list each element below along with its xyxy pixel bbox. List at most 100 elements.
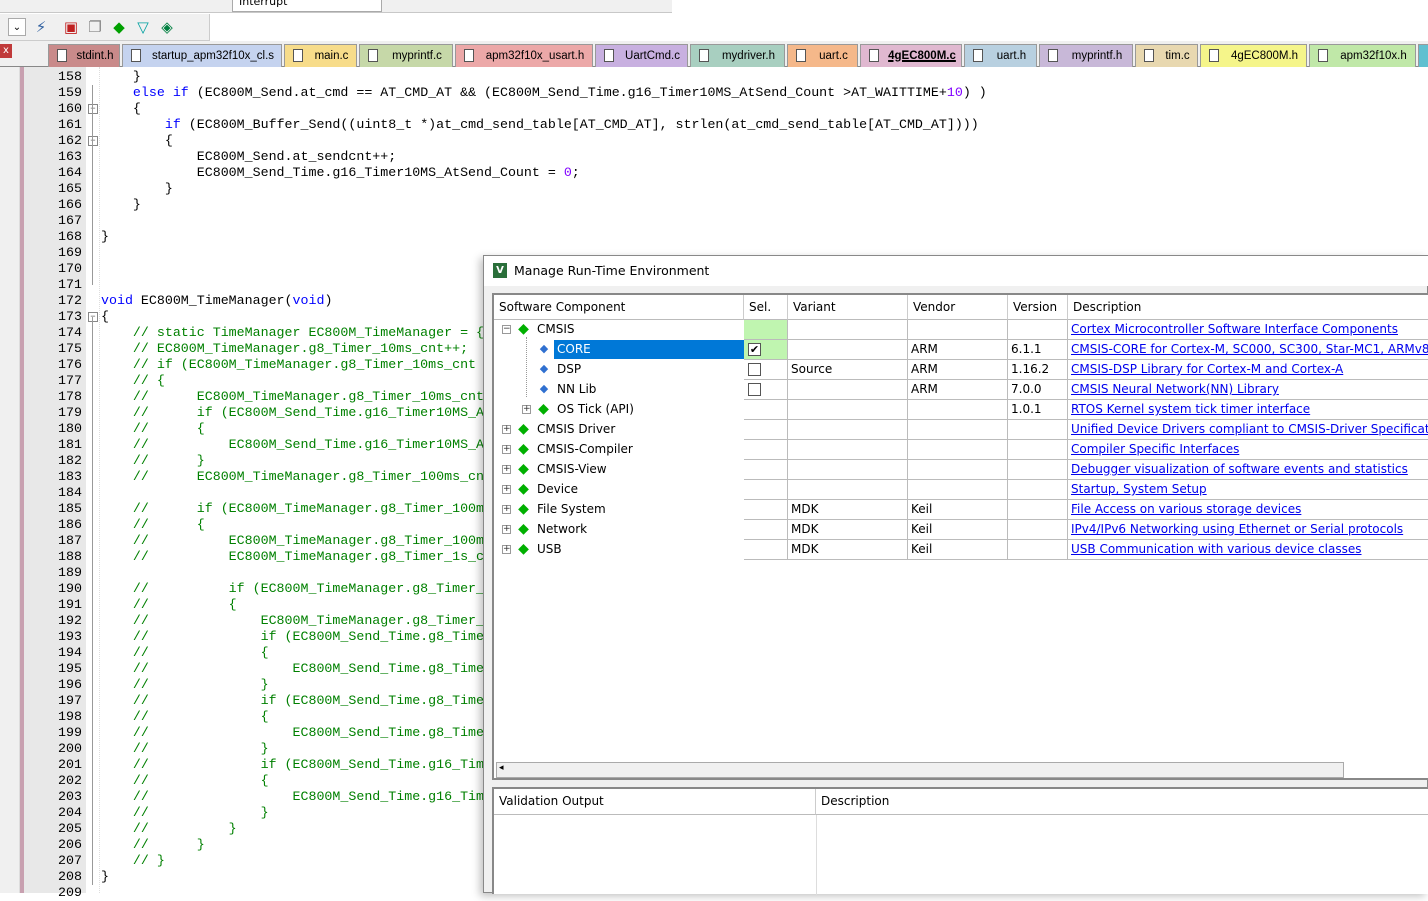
- tab-overflow[interactable]: [1418, 44, 1428, 67]
- tab-myprintf-h[interactable]: myprintf.h: [1039, 44, 1133, 67]
- component-name[interactable]: OS Tick (API): [557, 402, 634, 416]
- tab-uart-h[interactable]: uart.h: [964, 44, 1037, 67]
- tab-tim-c[interactable]: tim.c: [1135, 44, 1198, 67]
- select-checkbox[interactable]: [748, 383, 761, 396]
- fold-toggle-icon[interactable]: −: [88, 312, 98, 322]
- component-name[interactable]: CMSIS-View: [537, 462, 607, 476]
- tab-mydriver-h[interactable]: mydriver.h: [690, 44, 785, 67]
- description-link[interactable]: Unified Device Drivers compliant to CMSI…: [1071, 422, 1428, 436]
- description-link[interactable]: CMSIS-DSP Library for Cortex-M and Corte…: [1071, 362, 1344, 376]
- dropdown-icon[interactable]: ⌄: [8, 18, 26, 36]
- close-icon[interactable]: x: [0, 44, 12, 58]
- description-link[interactable]: File Access on various storage devices: [1071, 502, 1302, 516]
- description-link[interactable]: USB Communication with various device cl…: [1071, 542, 1362, 556]
- component-name[interactable]: CMSIS: [537, 322, 575, 336]
- component-name[interactable]: File System: [537, 502, 606, 516]
- component-row[interactable]: ◆ CORE ✔ ARM 6.1.1 CMSIS-CORE for Cortex-M, S…: [494, 340, 1428, 360]
- sel-cell[interactable]: [744, 500, 788, 520]
- description-link[interactable]: RTOS Kernel system tick timer interface: [1071, 402, 1311, 416]
- tab-myprintf-c[interactable]: myprintf.c: [359, 44, 453, 67]
- sel-cell[interactable]: [744, 320, 788, 340]
- component-row[interactable]: + ◆ USB MDK Keil USB Communication with vario…: [494, 540, 1428, 560]
- tab-4gec800m-c[interactable]: 4gEC800M.c: [860, 44, 962, 67]
- expand-icon[interactable]: +: [502, 504, 511, 514]
- fold-toggle-icon[interactable]: −: [88, 136, 98, 146]
- component-name[interactable]: CORE: [554, 340, 744, 359]
- file-icon: [604, 49, 614, 62]
- sel-cell[interactable]: [744, 420, 788, 440]
- component-row[interactable]: ◆ DSP Source ARM 1.16.2 CMSIS-DSP Library for…: [494, 360, 1428, 380]
- component-name[interactable]: Device: [537, 482, 579, 496]
- manage-project-icon[interactable]: ▣: [63, 18, 79, 36]
- component-row[interactable]: + ◆ CMSIS Driver Unified Device Drivers com…: [494, 420, 1428, 440]
- target-select[interactable]: Interrupt: [232, 0, 382, 12]
- expand-icon[interactable]: +: [502, 524, 511, 534]
- component-name[interactable]: DSP: [557, 362, 582, 376]
- tab-uartcmd-c[interactable]: UartCmd.c: [595, 44, 688, 67]
- sel-cell[interactable]: [744, 380, 788, 400]
- variant-cell: MDK: [788, 520, 908, 540]
- expand-icon[interactable]: +: [502, 544, 511, 554]
- multi-project-icon[interactable]: ❐: [88, 18, 102, 36]
- component-row[interactable]: ◆ NN Lib ARM 7.0.0 CMSIS Neural Network(NN) …: [494, 380, 1428, 400]
- sel-cell[interactable]: ✔: [744, 340, 788, 360]
- select-checkbox[interactable]: ✔: [748, 343, 761, 356]
- horizontal-scrollbar[interactable]: ◂: [496, 762, 1344, 778]
- tab-apm32f10x-h[interactable]: apm32f10x.h: [1309, 44, 1416, 67]
- component-row[interactable]: + ◆ OS Tick (API) 1.0.1 RTOS Kernel system t…: [494, 400, 1428, 420]
- column-header[interactable]: Sel.: [744, 295, 788, 320]
- component-name[interactable]: NN Lib: [557, 382, 597, 396]
- column-header[interactable]: Version: [1008, 295, 1068, 320]
- component-row[interactable]: − ◆ CMSIS Cortex Microcontroller Software I…: [494, 320, 1428, 340]
- column-header[interactable]: Description: [1068, 295, 1428, 320]
- select-checkbox[interactable]: [748, 363, 761, 376]
- expand-icon[interactable]: +: [522, 404, 531, 414]
- component-row[interactable]: + ◆ CMSIS-Compiler Compiler Specific Interf…: [494, 440, 1428, 460]
- tab-4gec800m-h[interactable]: 4gEC800M.h: [1200, 44, 1307, 67]
- component-name[interactable]: USB: [537, 542, 562, 556]
- component-row[interactable]: + ◆ Network MDK Keil IPv4/IPv6 Networking usi…: [494, 520, 1428, 540]
- description-link[interactable]: Debugger visualization of software event…: [1071, 462, 1408, 476]
- component-row[interactable]: + ◆ CMSIS-View Debugger visualization of so…: [494, 460, 1428, 480]
- column-header[interactable]: Vendor: [908, 295, 1008, 320]
- sel-cell[interactable]: [744, 460, 788, 480]
- component-cell: + ◆ USB: [494, 540, 744, 560]
- line-number: 168: [58, 229, 82, 244]
- scroll-left-icon[interactable]: ◂: [499, 763, 504, 773]
- expand-icon[interactable]: +: [502, 424, 511, 434]
- component-blue-gem-icon: ◆: [539, 342, 549, 355]
- component-name[interactable]: CMSIS Driver: [537, 422, 616, 436]
- expand-icon[interactable]: +: [502, 484, 511, 494]
- sel-cell[interactable]: [744, 400, 788, 420]
- expand-icon[interactable]: +: [502, 464, 511, 474]
- wizard-icon[interactable]: ⚡: [35, 18, 47, 36]
- component-row[interactable]: + ◆ File System MDK Keil File Access on vario…: [494, 500, 1428, 520]
- sel-cell[interactable]: [744, 480, 788, 500]
- description-link[interactable]: CMSIS-CORE for Cortex-M, SC000, SC300, S…: [1071, 342, 1428, 356]
- sel-cell[interactable]: [744, 540, 788, 560]
- select-packs-icon[interactable]: ▽: [137, 18, 149, 36]
- sel-cell[interactable]: [744, 520, 788, 540]
- column-header[interactable]: Software Component: [494, 295, 744, 320]
- column-header[interactable]: Variant: [788, 295, 908, 320]
- expand-icon[interactable]: +: [502, 444, 511, 454]
- component-name[interactable]: CMSIS-Compiler: [537, 442, 633, 456]
- tab-uart-c[interactable]: uart.c: [787, 44, 858, 67]
- tab-apm32f10x-usart-h[interactable]: apm32f10x_usart.h: [455, 44, 593, 67]
- pack-installer-icon[interactable]: ◈: [161, 18, 173, 36]
- tab-main-c[interactable]: main.c: [284, 44, 357, 67]
- tab-startup-apm32f10x-cl-s[interactable]: startup_apm32f10x_cl.s: [122, 44, 282, 67]
- sel-cell[interactable]: [744, 360, 788, 380]
- description-link[interactable]: Compiler Specific Interfaces: [1071, 442, 1240, 456]
- sel-cell[interactable]: [744, 440, 788, 460]
- tab-stdint-h[interactable]: stdint.h: [48, 44, 120, 67]
- description-link[interactable]: CMSIS Neural Network(NN) Library: [1071, 382, 1279, 396]
- collapse-icon[interactable]: −: [502, 324, 511, 334]
- rte-icon[interactable]: ◆: [113, 18, 125, 36]
- component-name[interactable]: Network: [537, 522, 588, 536]
- fold-toggle-icon[interactable]: −: [88, 104, 98, 114]
- component-row[interactable]: + ◆ Device Startup, System Setup: [494, 480, 1428, 500]
- description-link[interactable]: Cortex Microcontroller Software Interfac…: [1071, 322, 1398, 336]
- description-link[interactable]: Startup, System Setup: [1071, 482, 1207, 496]
- description-link[interactable]: IPv4/IPv6 Networking using Ethernet or S…: [1071, 522, 1404, 536]
